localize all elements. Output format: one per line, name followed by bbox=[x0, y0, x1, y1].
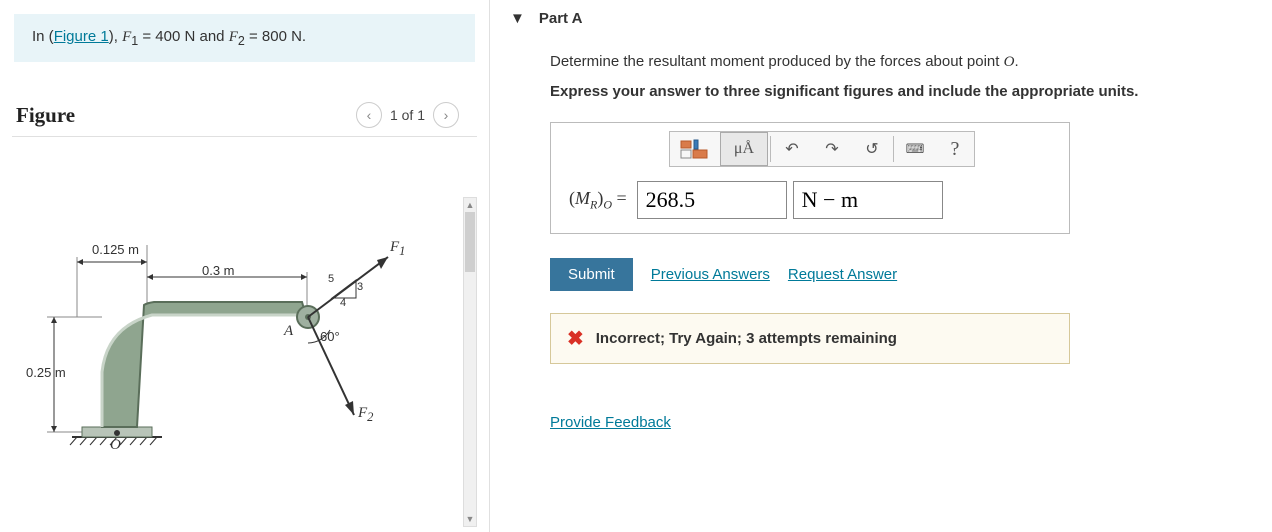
tri-5: 5 bbox=[328, 273, 334, 285]
dim-horiz: 0.3 m bbox=[202, 263, 235, 278]
figure-link[interactable]: Figure 1 bbox=[54, 28, 109, 45]
value-input[interactable] bbox=[637, 181, 787, 219]
question-text: Determine the resultant moment produced … bbox=[550, 53, 1252, 71]
redo-button[interactable]: ↷ bbox=[813, 132, 851, 166]
keyboard-button[interactable]: ⌨ bbox=[896, 132, 934, 166]
problem-info: In (Figure 1), F1 = 400 N and F2 = 800 N… bbox=[14, 14, 475, 62]
figure-diagram: 0.125 m 0.3 m 0.25 m 60° A O F1 F2 5 3 4 bbox=[32, 197, 432, 457]
undo-button[interactable]: ↶ bbox=[773, 132, 811, 166]
dim-top: 0.125 m bbox=[92, 242, 139, 257]
point-o-label: O bbox=[110, 437, 121, 454]
scroll-thumb[interactable] bbox=[465, 212, 475, 272]
feedback-box: ✖ Incorrect; Try Again; 3 attempts remai… bbox=[550, 313, 1070, 364]
figure-header: Figure ‹ 1 of 1 › bbox=[12, 102, 477, 137]
provide-feedback-link[interactable]: Provide Feedback bbox=[550, 414, 671, 431]
instruction-bold: Express your answer to three significant… bbox=[550, 83, 1252, 100]
help-button[interactable]: ? bbox=[936, 132, 974, 166]
info-prefix: In ( bbox=[32, 28, 54, 45]
figure-nav-label: 1 of 1 bbox=[390, 107, 425, 123]
answer-toolbar: μÅ ↶ ↷ ↺ ⌨ ? bbox=[669, 131, 975, 167]
tri-3: 3 bbox=[357, 281, 363, 293]
angle-label: 60° bbox=[320, 329, 340, 344]
unit-input[interactable] bbox=[793, 181, 943, 219]
request-answer-link[interactable]: Request Answer bbox=[788, 266, 897, 283]
figure-scrollbar[interactable]: ▲ ▼ bbox=[463, 197, 477, 527]
point-a-label: A bbox=[284, 323, 293, 340]
figure-scroll-area: 0.125 m 0.3 m 0.25 m 60° A O F1 F2 5 3 4… bbox=[12, 197, 477, 527]
symbols-button[interactable]: μÅ bbox=[720, 132, 768, 166]
tri-4: 4 bbox=[340, 297, 346, 309]
incorrect-icon: ✖ bbox=[567, 326, 584, 351]
scroll-up-icon[interactable]: ▲ bbox=[464, 198, 476, 212]
answer-box: μÅ ↶ ↷ ↺ ⌨ ? (MR)O = bbox=[550, 122, 1070, 234]
figure-title: Figure bbox=[16, 103, 75, 128]
figure-prev-button[interactable]: ‹ bbox=[356, 102, 382, 128]
f1-label: F1 bbox=[390, 239, 405, 259]
submit-button[interactable]: Submit bbox=[550, 258, 633, 291]
figure-next-button[interactable]: › bbox=[433, 102, 459, 128]
templates-button[interactable] bbox=[670, 132, 718, 166]
previous-answers-link[interactable]: Previous Answers bbox=[651, 266, 770, 283]
feedback-text: Incorrect; Try Again; 3 attempts remaini… bbox=[596, 330, 897, 347]
part-header[interactable]: ▼ Part A bbox=[510, 6, 1272, 35]
answer-variable-label: (MR)O = bbox=[569, 188, 627, 213]
part-collapse-icon[interactable]: ▼ bbox=[510, 10, 525, 27]
dim-left: 0.25 m bbox=[26, 365, 66, 380]
f2-label: F2 bbox=[358, 405, 373, 425]
scroll-down-icon[interactable]: ▼ bbox=[464, 512, 476, 526]
part-label: Part A bbox=[539, 10, 583, 27]
reset-button[interactable]: ↺ bbox=[853, 132, 891, 166]
